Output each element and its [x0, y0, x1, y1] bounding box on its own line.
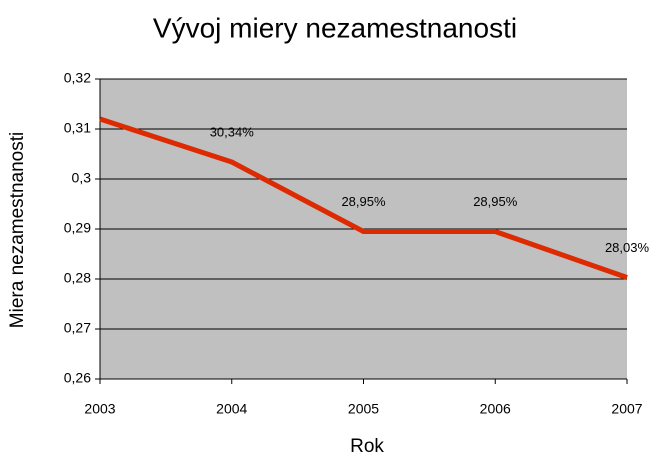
data-label: 28,03% [605, 240, 650, 255]
chart-title: Vývoj miery nezamestnanosti [153, 12, 517, 43]
x-tick-label: 2007 [611, 401, 642, 417]
x-tick-label: 2005 [348, 401, 379, 417]
data-label: 28,95% [341, 194, 386, 209]
line-series [99, 116, 628, 280]
y-tick-label: 0,3 [72, 170, 92, 186]
x-axis-label: Rok [350, 436, 384, 457]
y-tick-label: 0,31 [64, 120, 91, 136]
x-tick-label: 2004 [216, 401, 247, 417]
y-tick-label: 0,32 [64, 70, 91, 86]
x-tick-label: 2003 [84, 401, 115, 417]
data-label: 28,95% [473, 194, 518, 209]
y-tick-label: 0,29 [64, 220, 91, 236]
y-axis-label: Miera nezamestnanosti [7, 132, 28, 328]
y-tick-label: 0,28 [64, 270, 91, 286]
x-tick-label: 2006 [480, 401, 511, 417]
y-tick-label: 0,27 [64, 320, 91, 336]
y-tick-label: 0,26 [64, 370, 91, 386]
data-label: 30,34% [210, 124, 255, 139]
